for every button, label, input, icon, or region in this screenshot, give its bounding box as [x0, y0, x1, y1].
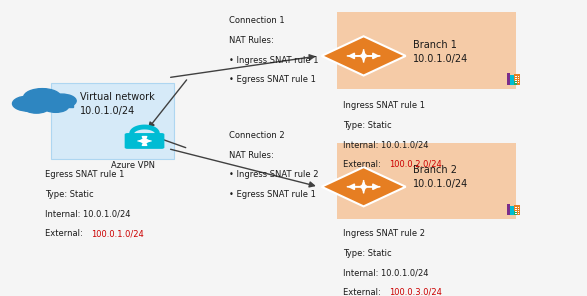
Bar: [518, 211, 519, 212]
Bar: [507, 73, 510, 85]
Text: Connection 2: Connection 2: [230, 131, 285, 140]
Circle shape: [47, 94, 76, 108]
Text: 100.0.1.0/24: 100.0.1.0/24: [91, 229, 144, 238]
Text: External:: External:: [45, 229, 86, 238]
Bar: [518, 76, 519, 77]
Text: • Ingress SNAT rule 2: • Ingress SNAT rule 2: [230, 170, 319, 179]
FancyBboxPatch shape: [338, 12, 515, 89]
Bar: [518, 78, 519, 79]
Text: • Egress SNAT rule 1: • Egress SNAT rule 1: [230, 75, 316, 84]
Bar: [516, 213, 517, 214]
Text: Type: Static: Type: Static: [45, 190, 94, 199]
Bar: [516, 82, 517, 83]
Circle shape: [43, 100, 69, 112]
Text: External:: External:: [343, 288, 383, 296]
Text: Internal: 10.0.1.0/24: Internal: 10.0.1.0/24: [343, 268, 429, 277]
Bar: [514, 74, 519, 85]
Bar: [514, 205, 519, 215]
Circle shape: [23, 89, 61, 106]
Text: Internal: 10.0.1.0/24: Internal: 10.0.1.0/24: [343, 140, 429, 149]
FancyBboxPatch shape: [338, 143, 515, 219]
Text: • Ingress SNAT rule 1: • Ingress SNAT rule 1: [230, 56, 319, 65]
Polygon shape: [322, 167, 406, 206]
Bar: [518, 82, 519, 83]
Text: Internal: 10.0.1.0/24: Internal: 10.0.1.0/24: [45, 210, 131, 219]
Polygon shape: [322, 36, 406, 75]
Bar: [518, 213, 519, 214]
Bar: [514, 81, 517, 85]
Bar: [17, 100, 73, 107]
FancyBboxPatch shape: [124, 133, 164, 149]
Text: External:: External:: [343, 160, 383, 169]
Text: Connection 1: Connection 1: [230, 16, 285, 25]
Text: 100.0.2.0/24: 100.0.2.0/24: [389, 160, 441, 169]
Text: Type: Static: Type: Static: [343, 249, 392, 258]
Bar: [516, 80, 517, 81]
Bar: [510, 75, 514, 85]
Bar: [510, 206, 514, 215]
Text: NAT Rules:: NAT Rules:: [230, 36, 274, 45]
Text: Ingress SNAT rule 2: Ingress SNAT rule 2: [343, 229, 425, 238]
Text: • Egress SNAT rule 1: • Egress SNAT rule 1: [230, 190, 316, 199]
Text: Branch 2
10.0.1.0/24: Branch 2 10.0.1.0/24: [413, 165, 468, 189]
Circle shape: [23, 101, 49, 113]
Text: Virtual network
10.0.1.0/24: Virtual network 10.0.1.0/24: [80, 92, 155, 116]
Text: Ingress SNAT rule 1: Ingress SNAT rule 1: [343, 101, 425, 110]
Text: NAT Rules:: NAT Rules:: [230, 150, 274, 160]
Text: 100.0.3.0/24: 100.0.3.0/24: [389, 288, 441, 296]
Bar: [516, 211, 517, 212]
Bar: [514, 211, 517, 215]
Text: Branch 1
10.0.1.0/24: Branch 1 10.0.1.0/24: [413, 40, 468, 64]
Text: Azure VPN: Azure VPN: [111, 161, 155, 170]
Text: Egress SNAT rule 1: Egress SNAT rule 1: [45, 170, 124, 179]
Text: Type: Static: Type: Static: [343, 120, 392, 130]
Circle shape: [12, 96, 45, 111]
Bar: [516, 78, 517, 79]
Bar: [516, 76, 517, 77]
FancyBboxPatch shape: [51, 83, 174, 160]
Bar: [518, 209, 519, 210]
Bar: [507, 204, 510, 215]
Bar: [516, 209, 517, 210]
Bar: [518, 80, 519, 81]
